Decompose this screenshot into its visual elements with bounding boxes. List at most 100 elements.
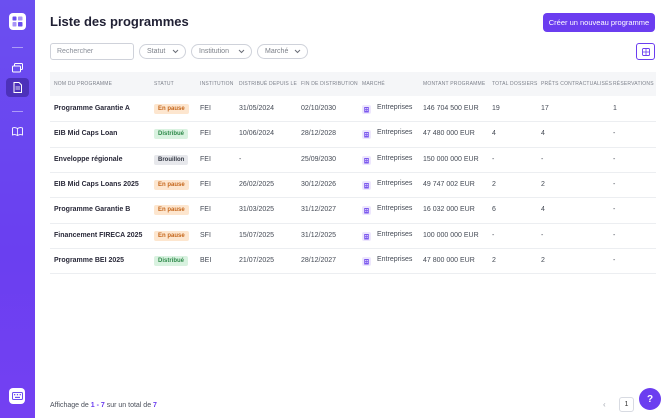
col-amount-header: MONTANT PROGRAMME [423,81,486,87]
institution-cell: FEI [200,180,211,188]
market-cell: Entreprises [377,154,413,162]
col-start-header: DISTRIBUÉ DEPUIS LE [239,81,297,87]
building-icon [364,233,369,239]
start-date-cell: 31/03/2025 [239,206,275,214]
market-cell: Entreprises [377,179,413,187]
keyboard-icon[interactable] [9,388,25,404]
program-name: Programme BEI 2025 [54,256,125,264]
start-date-cell: 26/02/2025 [239,180,275,188]
row-divider [50,197,656,199]
institution-cell: FEI [200,155,211,163]
dossiers-cell: 6 [492,206,496,214]
chevron-down-icon [238,49,245,54]
filter-market[interactable]: Marché [257,44,308,59]
program-name: Programme Garantie A [54,105,130,112]
cards-icon [12,62,23,72]
row-divider [50,222,656,224]
row-divider [50,146,656,148]
building-icon [364,107,369,113]
status-badge: En pause [154,230,189,241]
help-button[interactable]: ? [639,388,661,410]
book-icon [12,127,23,136]
row-divider [50,171,656,173]
summary-range: 1 - 7 [90,402,105,409]
amount-cell: 146 704 500 EUR [423,105,479,112]
end-date-cell: 02/10/2030 [301,105,337,112]
market-icon [362,206,371,216]
prets-cell: 4 [541,130,545,138]
document-icon [13,82,22,93]
view-toggle-button[interactable] [636,43,655,60]
reservations-cell: 1 [613,105,617,112]
amount-cell: 47 800 000 EUR [423,256,475,264]
end-date-cell: 31/12/2025 [301,231,337,239]
reservations-cell: - [613,231,616,239]
filter-institution[interactable]: Institution [191,44,252,59]
sidebar-item-docs[interactable] [6,122,29,141]
sidebar-divider [12,111,23,112]
reservations-cell: - [613,180,616,188]
col-prets-header: PRÊTS CONTRACTUALISÉS [541,81,613,87]
page-number-button[interactable]: 1 [619,397,634,412]
institution-cell: BEI [200,256,212,264]
row-divider [50,247,656,249]
dossiers-cell: 4 [492,130,496,138]
col-institution-header: INSTITUTION [200,81,234,87]
logo-icon[interactable] [9,13,26,30]
building-icon [364,132,369,138]
dossiers-cell: - [492,231,495,239]
col-reservations-header: RÉSERVATIONS [613,81,654,87]
program-name: EIB Mid Caps Loans 2025 [54,180,139,188]
market-icon [362,180,371,190]
col-end-header: FIN DE DISTRIBUTION [301,81,358,87]
prets-cell: - [541,155,544,163]
create-program-button[interactable]: Créer un nouveau programme [543,13,655,32]
status-badge: En pause [154,104,189,114]
prets-cell: 4 [541,206,545,214]
dossiers-cell: 19 [492,105,500,112]
dossiers-cell: - [492,155,495,163]
sidebar [0,0,35,418]
market-icon [362,231,371,241]
sidebar-item-programmes[interactable] [6,78,29,97]
previous-page-button[interactable]: ‹ [603,400,606,409]
program-name: Enveloppe régionale [54,155,123,163]
market-cell: Entreprises [377,205,413,213]
institution-cell: FEI [200,105,211,112]
program-name: EIB Mid Caps Loan [54,130,118,138]
institution-cell: FEI [200,130,211,138]
reservations-cell: - [613,155,616,163]
status-badge: En pause [154,179,189,190]
end-date-cell: 31/12/2027 [301,206,337,214]
search-input[interactable] [50,43,134,60]
market-cell: Entreprises [377,255,413,263]
prets-cell: 2 [541,180,545,188]
pagination-summary: Affichage de 1 - 7 sur un total de 7 [50,402,157,409]
building-icon [364,182,369,189]
start-date-cell: 31/05/2024 [239,105,275,112]
prets-cell: 2 [541,256,545,264]
end-date-cell: 28/12/2027 [301,256,337,264]
status-badge: Distribué [154,255,189,266]
prets-cell: 17 [541,105,549,112]
grid-icon [641,47,650,56]
status-badge: En pause [154,205,189,216]
market-cell: Entreprises [377,104,413,111]
sidebar-item-cards[interactable] [6,58,29,77]
status-badge: Brouillon [154,154,189,165]
summary-total: 7 [153,402,157,409]
filter-status[interactable]: Statut [139,44,186,59]
summary-prefix: Affichage de [50,402,89,409]
amount-cell: 100 000 000 EUR [423,231,479,239]
building-icon [364,157,369,164]
amount-cell: 16 032 000 EUR [423,206,475,214]
dossiers-cell: 2 [492,256,496,264]
table-header [50,72,656,96]
institution-cell: SFI [200,231,211,239]
chevron-down-icon [294,49,301,54]
filter-label: Marché [265,48,289,55]
end-date-cell: 30/12/2026 [301,180,337,188]
col-name-header: NOM DU PROGRAMME [54,81,113,87]
market-icon [362,105,371,114]
market-icon [362,130,371,140]
